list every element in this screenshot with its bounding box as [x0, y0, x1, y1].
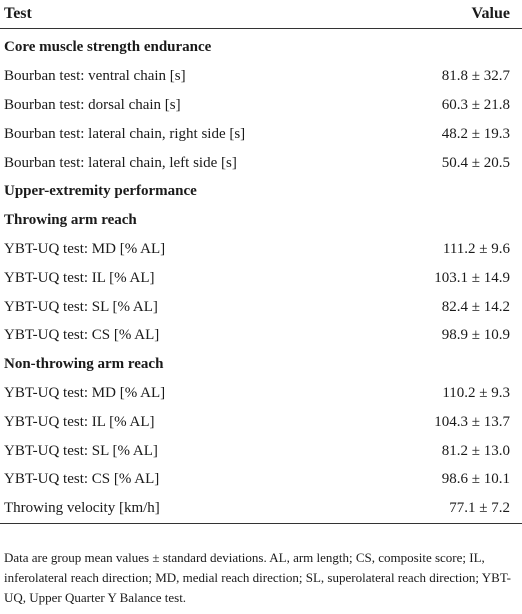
section-heading: Core muscle strength endurance	[4, 39, 212, 56]
test-name-cell: YBT-UQ test: IL [% AL]	[4, 269, 155, 286]
value-cell: 77.1 ± 7.2	[379, 493, 522, 524]
value-cell: 110.2 ± 9.3	[442, 384, 510, 401]
test-name-cell: YBT-UQ test: CS [% AL]	[4, 471, 160, 488]
section-heading-row: Non-throwing arm reach	[0, 350, 522, 379]
table-row: YBT-UQ test: MD [% AL] 110.2 ± 9.3	[0, 379, 522, 408]
value-cell: 104.3 ± 13.7	[434, 413, 510, 430]
table-row: Bourban test: lateral chain, right side …	[0, 119, 522, 148]
value-cell: 82.4 ± 14.2	[441, 298, 510, 315]
value-cell: 98.6 ± 10.1	[441, 471, 510, 488]
table-row: YBT-UQ test: SL [% AL] 81.2 ± 13.0	[0, 436, 522, 465]
section-heading: Non-throwing arm reach	[4, 356, 164, 373]
table-row: YBT-UQ test: SL [% AL] 82.4 ± 14.2	[0, 292, 522, 321]
test-name-cell: YBT-UQ test: MD [% AL]	[4, 384, 166, 401]
table-row: YBT-UQ test: IL [% AL] 104.3 ± 13.7	[0, 407, 522, 436]
table-row: YBT-UQ test: IL [% AL] 103.1 ± 14.9	[0, 263, 522, 292]
test-name-cell: Bourban test: ventral chain [s]	[4, 68, 186, 85]
table-footnote: Data are group mean values ± standard de…	[4, 550, 511, 605]
table-row: YBT-UQ test: MD [% AL] 111.2 ± 9.6	[0, 235, 522, 264]
table-row: Bourban test: dorsal chain [s] 60.3 ± 21.…	[0, 91, 522, 120]
value-cell	[380, 177, 522, 206]
test-name-cell: Bourban test: lateral chain, left side […	[4, 154, 237, 171]
value-cell	[380, 350, 522, 379]
test-name-cell: YBT-UQ test: SL [% AL]	[4, 442, 158, 459]
test-name-cell: Throwing velocity [km/h]	[0, 493, 380, 524]
value-cell: 48.2 ± 19.3	[441, 125, 510, 142]
value-cell	[380, 29, 522, 62]
table-row: Bourban test: ventral chain [s] 81.8 ± 32…	[0, 62, 522, 91]
test-name-cell: YBT-UQ test: IL [% AL]	[4, 413, 155, 430]
test-name-cell: Bourban test: dorsal chain [s]	[4, 96, 181, 113]
section-heading-row: Core muscle strength endurance	[0, 29, 522, 62]
section-heading: Upper-extremity performance	[4, 183, 197, 200]
table-row: Throwing velocity [km/h] 77.1 ± 7.2	[0, 493, 522, 524]
value-cell: 81.2 ± 13.0	[441, 442, 510, 459]
section-heading: Throwing arm reach	[4, 212, 137, 229]
test-name-cell: YBT-UQ test: MD [% AL]	[4, 240, 166, 257]
value-cell: 81.8 ± 32.7	[441, 68, 510, 85]
header-test: Test	[0, 0, 380, 29]
section-heading-row: Throwing arm reach	[0, 206, 522, 235]
section-heading-row: Upper-extremity performance	[0, 177, 522, 206]
value-cell: 50.4 ± 20.5	[441, 154, 510, 171]
results-table: Test Value Core muscle strength enduranc…	[0, 0, 522, 524]
test-name-cell: YBT-UQ test: SL [% AL]	[4, 298, 158, 315]
value-cell: 98.9 ± 10.9	[441, 327, 510, 344]
header-value: Value	[379, 0, 522, 29]
test-name-cell: Bourban test: lateral chain, right side …	[4, 125, 246, 142]
value-cell	[380, 206, 522, 235]
table-row: YBT-UQ test: CS [% AL] 98.6 ± 10.1	[0, 465, 522, 494]
table-header-row: Test Value	[0, 0, 522, 29]
table-row: Bourban test: lateral chain, left side […	[0, 148, 522, 177]
test-name-cell: YBT-UQ test: CS [% AL]	[4, 327, 160, 344]
value-cell: 103.1 ± 14.9	[434, 269, 510, 286]
table-body: Core muscle strength endurance Bourban te…	[0, 29, 522, 524]
value-cell: 111.2 ± 9.6	[442, 240, 510, 257]
table-row: YBT-UQ test: CS [% AL] 98.9 ± 10.9	[0, 321, 522, 350]
value-cell: 60.3 ± 21.8	[441, 96, 510, 113]
